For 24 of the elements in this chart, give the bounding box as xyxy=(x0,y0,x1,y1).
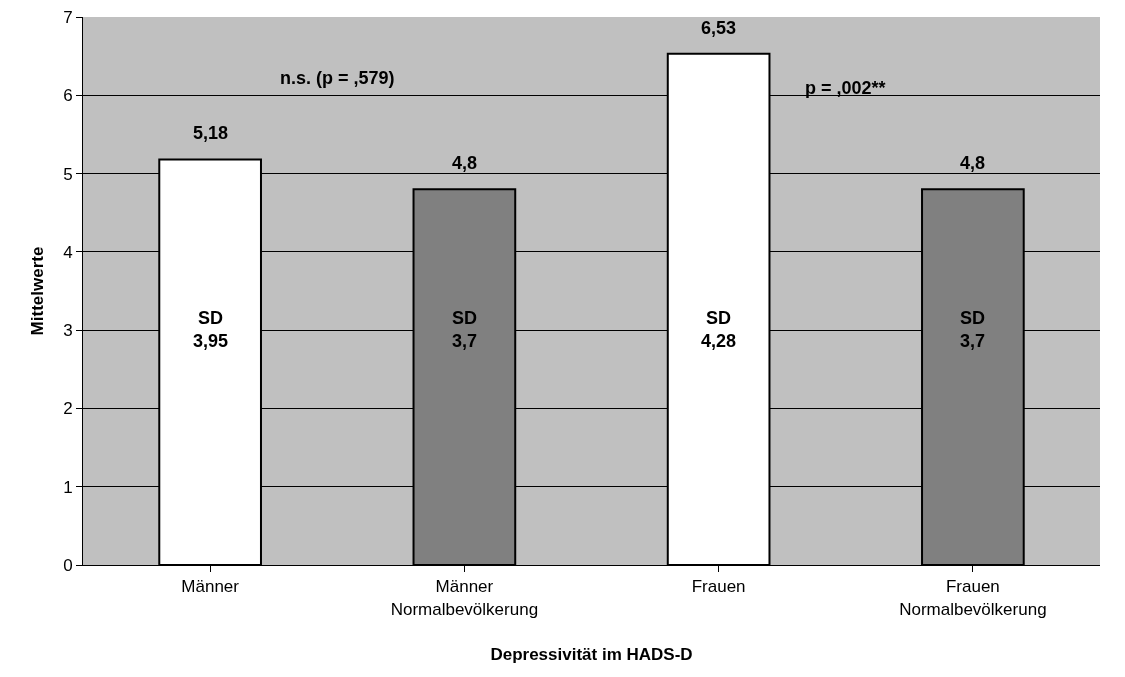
x-tick-label: Frauen Normalbevölkerung xyxy=(899,577,1047,619)
annotation: SD 3,7 xyxy=(960,308,986,352)
y-axis-title: Mittelwerte xyxy=(27,246,47,336)
y-tick-label: 2 xyxy=(63,399,73,419)
y-tick-label: 0 xyxy=(63,555,73,575)
data-label: 6,53 xyxy=(701,18,737,38)
y-tick-label: 1 xyxy=(63,477,73,497)
data-label: 4,8 xyxy=(452,153,478,173)
x-tick-label: Frauen xyxy=(691,577,746,597)
data-label: 4,8 xyxy=(960,153,986,173)
annotation: SD 4,28 xyxy=(701,308,737,352)
annotation: p = ,002** xyxy=(805,78,886,98)
annotation: SD 3,7 xyxy=(452,308,478,352)
y-tick-label: 7 xyxy=(63,7,73,27)
annotation: n.s. (p = ,579) xyxy=(280,68,395,88)
x-axis-title: Depressivität im HADS-D xyxy=(490,644,693,664)
y-tick-label: 6 xyxy=(63,86,73,106)
annotation: SD 3,95 xyxy=(193,308,229,352)
data-label: 5,18 xyxy=(193,123,229,143)
x-tick-label: Männer Normalbevölkerung xyxy=(390,577,539,619)
y-tick-label: 4 xyxy=(63,242,73,262)
y-tick-label: 5 xyxy=(63,164,73,184)
x-tick-label: Männer xyxy=(181,577,240,597)
y-tick-label: 3 xyxy=(63,321,73,341)
